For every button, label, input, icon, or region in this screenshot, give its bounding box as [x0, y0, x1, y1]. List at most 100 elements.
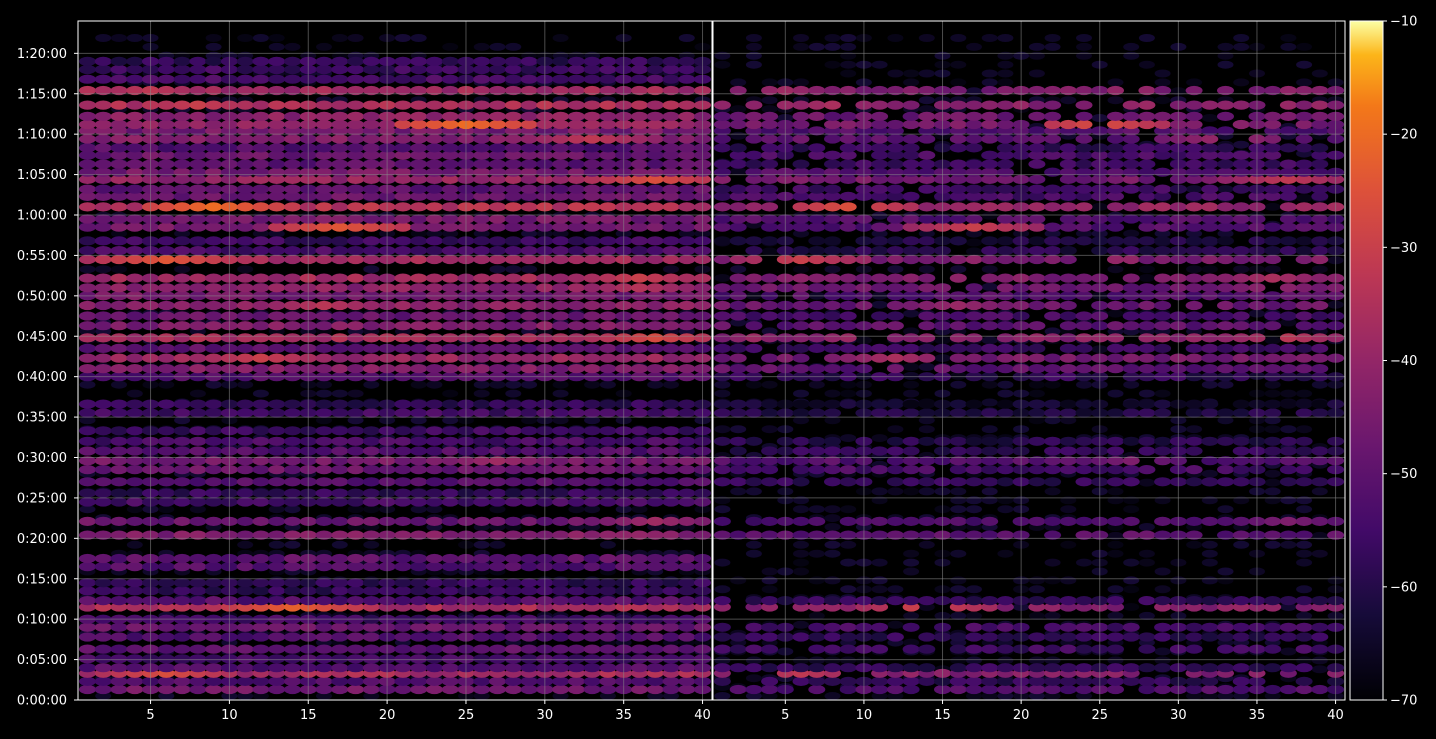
heat-cell — [583, 100, 601, 110]
heat-cell — [189, 85, 207, 96]
heat-cell — [157, 578, 175, 588]
heat-cell — [583, 578, 601, 588]
heat-cell — [520, 167, 538, 177]
heat-cell — [425, 111, 443, 121]
heat-cell — [189, 497, 207, 507]
noise-cell — [840, 558, 857, 567]
heat-cell — [394, 408, 412, 418]
heat-cell — [205, 143, 223, 153]
heat-cell — [520, 446, 538, 456]
heat-cell — [1279, 516, 1297, 527]
heat-cell — [583, 562, 601, 572]
heat-cell — [489, 497, 506, 507]
heat-cell — [1201, 684, 1219, 695]
noise-cell — [1201, 549, 1218, 558]
heat-cell — [713, 530, 731, 540]
heat-cell — [441, 85, 459, 96]
heat-cell — [761, 477, 779, 487]
noise-cell — [887, 69, 904, 78]
heat-cell — [157, 663, 175, 673]
heat-cell — [189, 465, 207, 475]
noise-cell — [79, 505, 96, 514]
heat-cell — [236, 333, 254, 343]
heat-cell — [268, 300, 286, 311]
heat-cell — [425, 465, 443, 475]
heat-cell — [441, 236, 459, 246]
heat-cell — [126, 174, 144, 184]
heat-cell — [362, 353, 380, 363]
heat-cell — [902, 644, 920, 654]
heat-cell — [678, 516, 696, 527]
heat-cell — [347, 553, 365, 564]
heat-cell — [157, 654, 175, 664]
heat-cell — [473, 654, 491, 664]
heat-cell — [662, 300, 680, 311]
heat-cell — [315, 85, 333, 96]
heat-cell — [331, 676, 349, 687]
heat-cell — [157, 222, 175, 232]
heat-cell — [1028, 516, 1046, 527]
heat-cell — [79, 399, 96, 409]
heat-cell — [1154, 663, 1172, 673]
noise-cell — [363, 540, 380, 549]
heat-cell — [173, 465, 191, 475]
heat-cell — [504, 321, 522, 331]
heat-cell — [425, 477, 443, 487]
heat-cell — [331, 622, 349, 632]
heat-cell — [94, 622, 112, 632]
heat-cell — [236, 553, 254, 564]
noise-cell — [981, 265, 998, 274]
noise-cell — [631, 505, 648, 514]
heat-cell — [662, 134, 680, 144]
heat-cell — [331, 497, 349, 507]
heat-cell — [1138, 530, 1156, 540]
heat-cell — [996, 602, 1014, 612]
heat-cell — [410, 446, 428, 456]
heat-cell — [110, 644, 128, 654]
heat-cell — [678, 676, 696, 687]
heat-cell — [268, 143, 286, 153]
heat-cell — [110, 399, 128, 409]
noise-cell — [1123, 558, 1140, 567]
heat-cell — [1122, 663, 1140, 673]
heat-cell — [315, 364, 333, 374]
heat-cell — [473, 586, 491, 596]
heat-cell — [410, 56, 428, 66]
noise-cell — [997, 380, 1014, 389]
noise-cell — [331, 389, 348, 398]
heat-cell — [713, 477, 731, 487]
noise-cell — [824, 692, 841, 700]
heat-cell — [173, 586, 191, 596]
heat-cell — [252, 191, 270, 201]
heat-cell — [965, 684, 983, 695]
heat-cell — [646, 85, 664, 96]
heat-cell — [678, 446, 696, 456]
heat-cell — [331, 488, 349, 498]
heat-cell — [284, 56, 301, 66]
noise-cell — [981, 211, 998, 220]
heat-cell — [362, 465, 380, 475]
heat-cell — [949, 644, 967, 654]
heat-cell — [394, 254, 412, 265]
noise-cell — [1217, 692, 1234, 700]
noise-cell — [363, 380, 380, 389]
heat-cell — [631, 530, 648, 540]
heat-cell — [489, 300, 506, 311]
heat-cell — [347, 56, 365, 66]
heat-cell — [157, 150, 175, 160]
heat-cell — [824, 602, 841, 612]
heat-cell — [410, 174, 428, 184]
heat-cell — [189, 562, 207, 572]
heat-cell — [902, 596, 920, 606]
noise-cell — [1264, 425, 1281, 434]
heat-cell — [362, 684, 380, 695]
heat-cell — [567, 426, 585, 436]
heat-cell — [1311, 644, 1329, 654]
heat-cell — [236, 100, 254, 110]
heat-cell — [362, 663, 380, 673]
heat-cell — [126, 622, 144, 632]
heat-cell — [886, 516, 904, 527]
noise-cell — [730, 318, 747, 327]
heat-cell — [441, 283, 459, 293]
heat-cell — [567, 676, 585, 687]
